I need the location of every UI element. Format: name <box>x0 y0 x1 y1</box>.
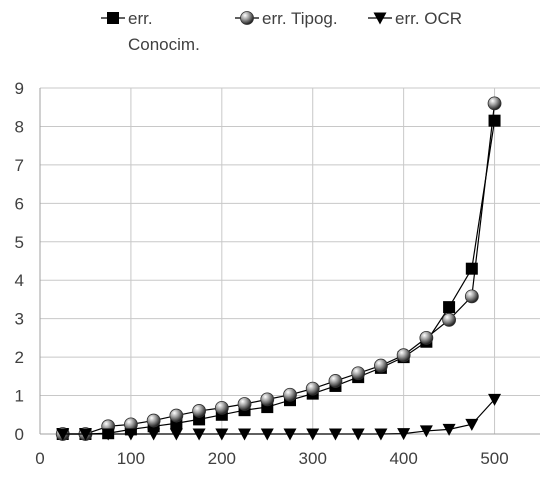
data-point <box>442 312 456 327</box>
data-point <box>260 392 275 407</box>
data-point <box>169 428 183 441</box>
series-1 <box>55 96 502 441</box>
data-point <box>192 428 206 441</box>
legend-label: err. Tipog. <box>262 9 338 28</box>
y-tick-label: 2 <box>15 348 24 367</box>
data-point <box>328 428 342 441</box>
y-tick-label: 6 <box>15 194 24 213</box>
data-point <box>169 408 184 423</box>
x-tick-label: 200 <box>208 449 236 468</box>
data-point <box>396 348 411 363</box>
data-point <box>237 397 252 411</box>
data-point <box>214 400 229 415</box>
data-point <box>101 428 115 441</box>
data-point <box>351 366 366 381</box>
data-point <box>146 413 161 428</box>
data-point <box>374 428 388 441</box>
data-point <box>215 428 229 441</box>
data-point <box>56 428 70 441</box>
legend-marker <box>373 12 387 25</box>
y-tick-label: 4 <box>15 271 24 290</box>
series-line <box>62 120 496 435</box>
x-tick-label: 0 <box>35 449 44 468</box>
data-point <box>306 428 320 441</box>
data-point <box>238 428 252 441</box>
legend-item-0: err. Conocim. <box>101 9 200 54</box>
data-point <box>464 289 479 304</box>
data-point <box>487 96 502 111</box>
data-point <box>488 114 501 127</box>
legend-marker <box>240 11 254 25</box>
legend: err. Conocim. err. Tipog. err. OCR <box>101 9 462 54</box>
legend-label: err. <box>128 9 153 28</box>
data-point <box>419 425 433 438</box>
y-tick-label: 1 <box>15 387 24 406</box>
data-point <box>465 418 479 431</box>
legend-label: err. OCR <box>395 9 462 28</box>
y-tick-label: 8 <box>15 117 24 136</box>
data-point <box>419 330 434 345</box>
data-point <box>147 428 161 441</box>
data-point <box>442 423 456 436</box>
data-point <box>397 428 411 441</box>
series-group <box>55 96 502 441</box>
series-line <box>62 103 496 435</box>
series-2 <box>56 393 502 441</box>
series-0 <box>56 114 501 440</box>
x-tick-label: 100 <box>117 449 145 468</box>
data-point <box>283 428 297 441</box>
y-tick-label: 0 <box>15 425 24 444</box>
legend-label: Conocim. <box>128 35 200 54</box>
x-tick-label: 500 <box>480 449 508 468</box>
axes: 0 1 2 3 4 5 6 7 8 9 0 100 200 300 400 500 <box>15 79 540 468</box>
data-point <box>283 387 297 402</box>
y-tick-label: 7 <box>15 156 24 175</box>
legend-item-1: err. Tipog. <box>235 9 338 28</box>
data-point <box>374 358 388 373</box>
y-tick-label: 5 <box>15 233 24 252</box>
data-point <box>305 381 320 396</box>
x-tick-label: 300 <box>299 449 327 468</box>
data-point <box>488 393 502 406</box>
legend-marker <box>107 12 119 24</box>
data-point <box>192 404 206 418</box>
x-tick-label: 400 <box>389 449 417 468</box>
data-point <box>443 301 456 314</box>
data-point <box>124 428 138 441</box>
data-point <box>78 428 92 441</box>
data-point <box>351 428 365 441</box>
y-tick-label: 3 <box>15 310 24 329</box>
series-line <box>62 398 495 435</box>
data-point <box>328 374 343 388</box>
y-tick-label: 9 <box>15 79 24 98</box>
legend-item-2: err. OCR <box>368 9 462 28</box>
data-point <box>260 428 274 441</box>
grid <box>39 87 540 435</box>
